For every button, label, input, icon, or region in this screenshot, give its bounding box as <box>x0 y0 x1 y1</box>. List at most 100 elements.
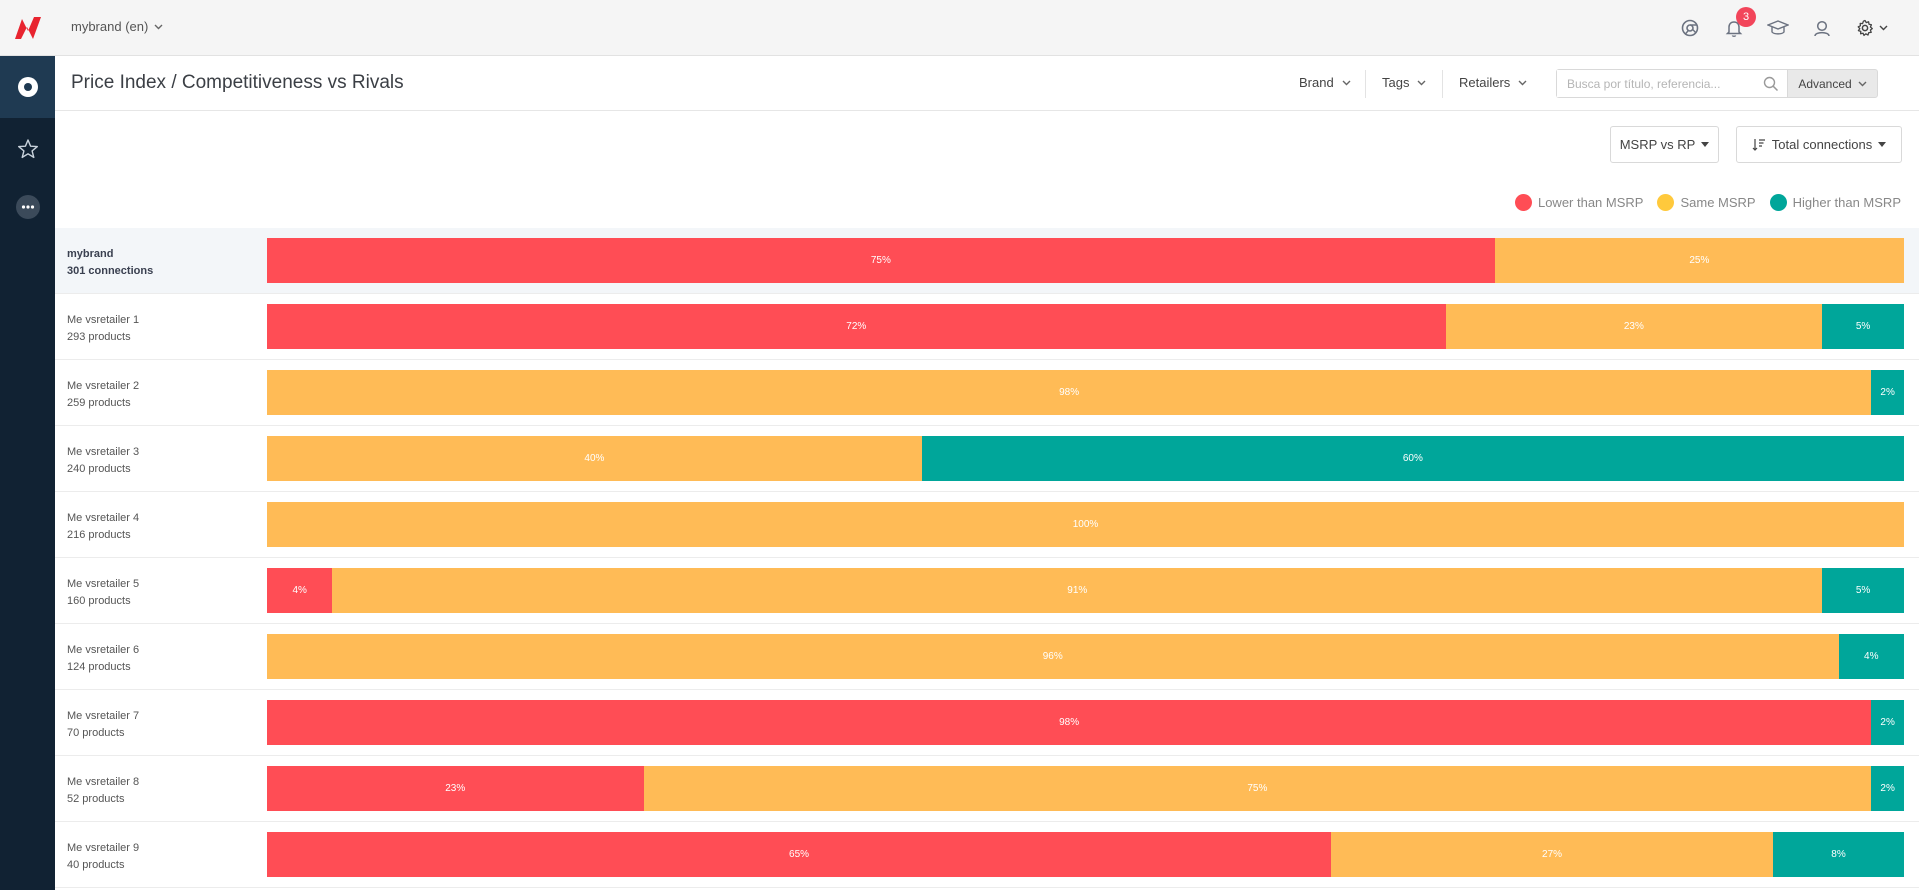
chart-row[interactable]: Me vsretailer 3 240 products 40% 60% <box>55 426 1919 492</box>
chart-row[interactable]: Me vsretailer 6 124 products 96% 4% <box>55 624 1919 690</box>
legend-lower[interactable]: Lower than MSRP <box>1514 194 1644 211</box>
bar-segment-lower[interactable]: 65% <box>267 832 1332 877</box>
bar-segment-higher[interactable]: 2% <box>1871 700 1904 745</box>
bar-segment-lower[interactable]: 4% <box>267 568 333 613</box>
chart-row[interactable]: Me vsretailer 4 216 products 100% <box>55 492 1919 558</box>
bar-segment-lower[interactable]: 72% <box>267 304 1446 349</box>
graduation-cap-icon[interactable] <box>1764 14 1792 42</box>
chart-row[interactable]: Me vsretailer 7 70 products 98% 2% <box>55 690 1919 756</box>
bar-segment-higher[interactable]: 4% <box>1838 634 1904 679</box>
gear-icon <box>1857 19 1873 37</box>
stacked-bar: 23% 75% 2% <box>267 766 1904 811</box>
nav-more[interactable] <box>0 182 55 232</box>
chart-legend: Lower than MSRP Same MSRP Higher than MS… <box>1514 194 1901 211</box>
bar-segment-higher[interactable]: 60% <box>921 436 1904 481</box>
bar-segment-same[interactable]: 25% <box>1494 238 1904 283</box>
legend-higher-swatch <box>1769 194 1787 211</box>
search-icon[interactable] <box>1763 76 1779 92</box>
user-icon[interactable] <box>1808 14 1836 42</box>
stacked-bar: 40% 60% <box>267 436 1904 481</box>
legend-higher-label: Higher than MSRP <box>1792 195 1901 210</box>
advanced-search-button[interactable]: Advanced <box>1787 69 1878 98</box>
caret-down-icon <box>1701 142 1710 147</box>
bar-segment-higher[interactable]: 5% <box>1822 304 1904 349</box>
caret-down-icon <box>1878 142 1887 147</box>
bar-segment-same[interactable]: 40% <box>267 436 922 481</box>
chart-row[interactable]: mybrand 301 connections 75% 25% <box>55 228 1919 294</box>
page-title: Price Index / Competitiveness vs Rivals <box>71 72 404 93</box>
brand-filter-label: Brand <box>1299 75 1334 90</box>
stacked-bar: 65% 27% 8% <box>267 832 1904 877</box>
bar-segment-same[interactable]: 75% <box>643 766 1872 811</box>
row-name: Me vsretailer 2 <box>67 380 140 392</box>
brand-filter[interactable]: Brand <box>1299 75 1351 90</box>
chart-row[interactable]: Me vsretailer 8 52 products 23% 75% 2% <box>55 756 1919 822</box>
legend-higher[interactable]: Higher than MSRP <box>1769 194 1901 211</box>
row-label: Me vsretailer 9 40 products <box>67 840 139 874</box>
row-count: 259 products <box>67 397 131 409</box>
bar-segment-same[interactable]: 23% <box>1445 304 1823 349</box>
nav-dashboard[interactable] <box>0 62 55 112</box>
row-label: Me vsretailer 1 293 products <box>67 312 139 346</box>
chevron-down-icon <box>1518 80 1527 85</box>
chrome-icon[interactable] <box>1676 14 1704 42</box>
nav-favorites[interactable] <box>0 124 55 174</box>
bar-segment-same[interactable]: 100% <box>267 502 1904 547</box>
sort-icon <box>1752 139 1765 151</box>
more-icon <box>15 195 40 219</box>
bar-segment-higher[interactable]: 2% <box>1871 766 1904 811</box>
comparison-dropdown[interactable]: MSRP vs RP <box>1610 126 1719 163</box>
bar-segment-lower[interactable]: 98% <box>267 700 1872 745</box>
tags-filter[interactable]: Tags <box>1382 75 1426 90</box>
chevron-down-icon <box>154 24 163 29</box>
row-count: 293 products <box>67 331 131 343</box>
bar-segment-higher[interactable]: 8% <box>1773 832 1904 877</box>
row-count: 216 products <box>67 529 131 541</box>
advanced-label: Advanced <box>1798 76 1852 91</box>
retailers-filter[interactable]: Retailers <box>1459 75 1527 90</box>
page-header: Price Index / Competitiveness vs Rivals … <box>55 56 1919 111</box>
row-label: mybrand 301 connections <box>67 246 153 280</box>
stacked-bar: 98% 2% <box>267 700 1904 745</box>
brand-selector-label: mybrand (en) <box>71 19 149 34</box>
bar-segment-same[interactable]: 96% <box>267 634 1839 679</box>
top-bar: mybrand (en) 3 <box>0 0 1919 56</box>
search-box <box>1556 69 1787 98</box>
bar-segment-higher[interactable]: 5% <box>1822 568 1904 613</box>
bar-segment-higher[interactable]: 2% <box>1871 370 1904 415</box>
bar-segment-lower[interactable]: 75% <box>267 238 1495 283</box>
row-name: Me vsretailer 7 <box>67 710 140 722</box>
row-name: Me vsretailer 1 <box>67 314 140 326</box>
row-label: Me vsretailer 3 240 products <box>67 444 139 478</box>
chart-row[interactable]: Me vsretailer 2 259 products 98% 2% <box>55 360 1919 426</box>
sort-dropdown[interactable]: Total connections <box>1736 126 1902 163</box>
stacked-bar: 100% <box>267 502 1904 547</box>
app-logo[interactable] <box>13 15 43 41</box>
bar-segment-same[interactable]: 98% <box>267 370 1872 415</box>
row-label: Me vsretailer 6 124 products <box>67 642 139 676</box>
brand-selector[interactable]: mybrand (en) <box>71 19 163 34</box>
stacked-bar: 72% 23% 5% <box>267 304 1904 349</box>
row-label: Me vsretailer 4 216 products <box>67 510 139 544</box>
stacked-bar: 98% 2% <box>267 370 1904 415</box>
bar-segment-lower[interactable]: 23% <box>267 766 644 811</box>
chart-row[interactable]: Me vsretailer 1 293 products 72% 23% 5% <box>55 294 1919 360</box>
row-label: Me vsretailer 2 259 products <box>67 378 139 412</box>
stacked-bar: 96% 4% <box>267 634 1904 679</box>
row-label: Me vsretailer 7 70 products <box>67 708 139 742</box>
legend-lower-label: Lower than MSRP <box>1537 195 1644 210</box>
bar-segment-same[interactable]: 27% <box>1331 832 1774 877</box>
chevron-down-icon <box>1417 80 1426 85</box>
chart-row[interactable]: Me vsretailer 9 40 products 65% 27% 8% <box>55 822 1919 888</box>
row-name: Me vsretailer 4 <box>67 512 140 524</box>
bell-icon[interactable] <box>1720 14 1748 42</box>
settings-menu[interactable] <box>1852 14 1892 42</box>
row-count: 240 products <box>67 463 131 475</box>
chart-row[interactable]: Me vsretailer 5 160 products 4% 91% 5% <box>55 558 1919 624</box>
row-name: mybrand <box>67 248 114 260</box>
stacked-bar: 4% 91% 5% <box>267 568 1904 613</box>
bar-segment-same[interactable]: 91% <box>332 568 1823 613</box>
search-input[interactable] <box>1557 70 1747 97</box>
legend-same[interactable]: Same MSRP <box>1657 194 1756 211</box>
row-count: 160 products <box>67 595 131 607</box>
